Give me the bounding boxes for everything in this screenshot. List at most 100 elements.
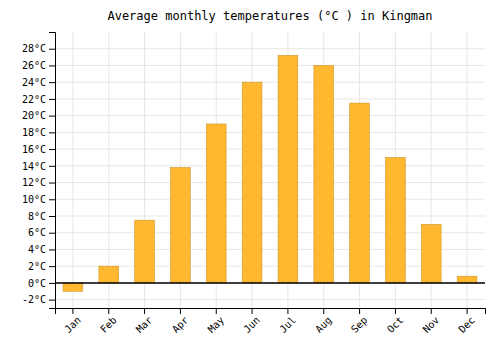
x-tick-label: Dec xyxy=(456,314,477,335)
grid-line-y xyxy=(55,232,485,233)
grid-line-y xyxy=(55,98,485,99)
bar xyxy=(350,103,370,283)
y-tick-label: 6°C xyxy=(28,227,46,238)
grid-line-y xyxy=(55,299,485,300)
y-tick-mark xyxy=(49,82,55,83)
y-tick: 16°C xyxy=(22,144,55,155)
chart: -2°C0°C2°C4°C6°C8°C10°C12°C14°C16°C18°C2… xyxy=(0,0,500,350)
x-tick-mark xyxy=(216,308,217,314)
y-tick-label: 4°C xyxy=(28,244,46,255)
y-tick-label: 26°C xyxy=(22,60,46,71)
bars xyxy=(55,55,485,291)
zero-line xyxy=(55,282,485,284)
bar xyxy=(99,266,119,283)
grid-line-y xyxy=(55,82,485,83)
grid-line-y xyxy=(55,48,485,49)
x-tick-label: Jul xyxy=(277,314,298,335)
x-tick-label: Jan xyxy=(62,314,83,335)
y-tick: 26°C xyxy=(22,60,55,71)
x-tick-label: Feb xyxy=(98,314,119,335)
x-tick-label: Mar xyxy=(134,314,155,335)
x-tick: Mar xyxy=(134,308,155,335)
grid-line-y xyxy=(55,149,485,150)
x-tick: Jul xyxy=(277,308,298,335)
x-tick-mark xyxy=(144,308,145,314)
grid-line-y xyxy=(55,266,485,267)
x-axis: Jan Feb Mar Apr May Jun Jul Aug Sep Oct Nov Dec xyxy=(56,308,486,335)
x-tick: Aug xyxy=(313,308,334,335)
title: Average monthly temperatures (°C ) in Ki… xyxy=(107,9,432,23)
y-tick-label: 2°C xyxy=(28,261,46,272)
y-tick: 6°C xyxy=(28,227,55,238)
x-tick-mark xyxy=(287,308,288,314)
x-tick: Apr xyxy=(170,308,191,335)
y-tick: 2°C xyxy=(28,261,55,272)
y-tick-label: 16°C xyxy=(22,144,46,155)
y-tick-mark xyxy=(49,283,55,284)
x-tick-mark xyxy=(395,308,396,314)
bar xyxy=(63,283,83,291)
y-tick: 20°C xyxy=(22,110,55,121)
y-tick-label: 18°C xyxy=(22,127,46,138)
x-tick: Oct xyxy=(385,308,406,335)
y-tick-mark xyxy=(49,216,55,217)
grid-line-y xyxy=(55,65,485,66)
x-tick-label: Nov xyxy=(421,314,442,335)
y-tick-label: 22°C xyxy=(22,94,46,105)
x-tick-label: Oct xyxy=(385,314,406,335)
y-tick-label: 10°C xyxy=(22,194,46,205)
x-tick-label: Sep xyxy=(349,314,370,335)
y-tick-mark xyxy=(49,199,55,200)
plot-area: -2°C0°C2°C4°C6°C8°C10°C12°C14°C16°C18°C2… xyxy=(22,32,486,335)
bar xyxy=(242,82,262,283)
y-tick-mark xyxy=(49,99,55,100)
grid-line-y xyxy=(55,182,485,183)
y-axis-line xyxy=(49,33,56,309)
y-tick: -2°C xyxy=(22,294,55,305)
grid-line-y xyxy=(55,282,485,283)
y-tick-label: -2°C xyxy=(22,294,46,305)
y-tick: 12°C xyxy=(22,177,55,188)
y-tick: 22°C xyxy=(22,94,55,105)
y-tick-mark xyxy=(49,132,55,133)
x-tick-mark xyxy=(72,308,73,314)
x-tick-label: Jun xyxy=(241,314,262,335)
y-tick: 4°C xyxy=(28,244,55,255)
x-tick: Dec xyxy=(456,308,477,335)
bar xyxy=(206,124,226,283)
bar xyxy=(135,220,155,283)
y-tick-label: 24°C xyxy=(22,77,46,88)
y-tick: 28°C xyxy=(22,43,55,54)
bar xyxy=(421,224,441,283)
bar xyxy=(278,55,298,282)
x-axis-line xyxy=(56,309,486,315)
bar xyxy=(314,65,334,282)
x-tick: Sep xyxy=(349,308,370,335)
y-tick: 24°C xyxy=(22,77,55,88)
y-tick-label: 14°C xyxy=(22,161,46,172)
y-tick-mark xyxy=(49,233,55,234)
y-tick-mark xyxy=(49,183,55,184)
grid-line-x xyxy=(72,32,73,308)
y-tick: 14°C xyxy=(22,161,55,172)
y-tick-mark xyxy=(49,49,55,50)
y-tick-mark xyxy=(49,65,55,66)
bar xyxy=(171,167,191,282)
y-tick-label: 0°C xyxy=(28,278,46,289)
x-tick: May xyxy=(206,308,227,335)
y-axis: -2°C0°C2°C4°C6°C8°C10°C12°C14°C16°C18°C2… xyxy=(22,33,56,309)
x-tick-mark xyxy=(323,308,324,314)
y-tick-label: 20°C xyxy=(22,110,46,121)
grid-line-y xyxy=(55,115,485,116)
grid-line-y xyxy=(55,199,485,200)
grid-line-x xyxy=(467,32,468,308)
y-tick: 0°C xyxy=(28,278,55,289)
x-tick-label: Aug xyxy=(313,314,334,335)
x-tick-mark xyxy=(180,308,181,314)
y-tick: 10°C xyxy=(22,194,55,205)
x-tick-label: May xyxy=(206,314,227,335)
bar xyxy=(386,157,406,282)
y-tick-mark xyxy=(49,149,55,150)
y-tick: 18°C xyxy=(22,127,55,138)
x-tick: Feb xyxy=(98,308,119,335)
